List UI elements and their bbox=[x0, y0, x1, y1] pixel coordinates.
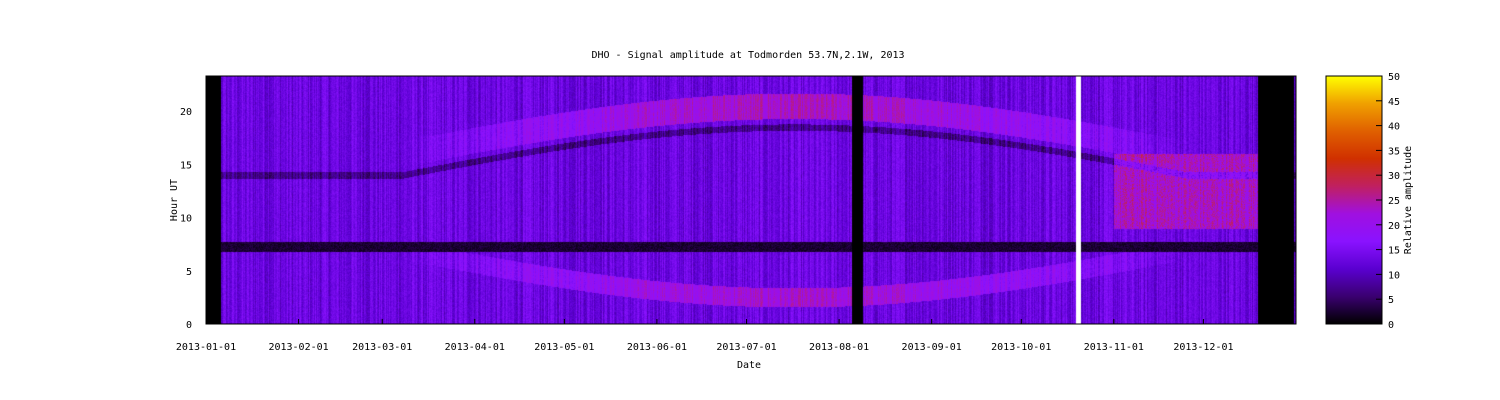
colorbar-tick-label: 0 bbox=[1388, 320, 1394, 331]
colorbar-tick-label: 45 bbox=[1388, 97, 1400, 108]
x-tick-label: 2013-06-01 bbox=[627, 342, 687, 353]
y-tick-label: 15 bbox=[180, 160, 192, 171]
colorbar-tick-label: 20 bbox=[1388, 221, 1400, 232]
colorbar-tick-label: 40 bbox=[1388, 122, 1400, 133]
x-tick-label: 2013-07-01 bbox=[716, 342, 776, 353]
x-tick-label: 2013-12-01 bbox=[1173, 342, 1233, 353]
colorbar-label: Relative amplitude bbox=[1403, 146, 1414, 254]
x-tick-label: 2013-11-01 bbox=[1084, 342, 1144, 353]
y-tick-label: 10 bbox=[180, 214, 192, 225]
plot-frame bbox=[205, 75, 1297, 325]
x-axis: 2013-01-01 2013-02-01 2013-03-01 2013-04-01… bbox=[176, 319, 1234, 353]
colorbar-tick-label: 5 bbox=[1388, 295, 1394, 306]
x-tick-label: 2013-02-01 bbox=[268, 342, 328, 353]
colorbar-tick-label: 10 bbox=[1388, 270, 1400, 281]
colorbar bbox=[1325, 75, 1383, 325]
y-tick-label: 0 bbox=[186, 320, 192, 331]
x-tick-label: 2013-10-01 bbox=[991, 342, 1051, 353]
x-tick-label: 2013-01-01 bbox=[176, 342, 236, 353]
y-axis-label: Hour UT bbox=[169, 179, 180, 221]
heatmap-raster bbox=[206, 76, 1296, 324]
colorbar-axis: 0 5 10 15 20 25 30 35 40 45 50 bbox=[1376, 72, 1400, 331]
x-tick-label: 2013-04-01 bbox=[445, 342, 505, 353]
colorbar-tick-label: 15 bbox=[1388, 246, 1400, 257]
colorbar-tick-label: 50 bbox=[1388, 72, 1400, 83]
x-tick-label: 2013-08-01 bbox=[809, 342, 869, 353]
chart-title: DHO - Signal amplitude at Todmorden 53.7… bbox=[591, 50, 904, 61]
y-tick-label: 5 bbox=[186, 267, 192, 278]
heatmap bbox=[206, 76, 1296, 324]
x-axis-label: Date bbox=[737, 360, 761, 371]
x-tick-label: 2013-05-01 bbox=[534, 342, 594, 353]
y-tick-label: 20 bbox=[180, 107, 192, 118]
x-tick-label: 2013-03-01 bbox=[352, 342, 412, 353]
colorbar-tick-label: 25 bbox=[1388, 196, 1400, 207]
colorbar-tick-label: 35 bbox=[1388, 146, 1400, 157]
x-tick-label: 2013-09-01 bbox=[902, 342, 962, 353]
colorbar-tick-label: 30 bbox=[1388, 171, 1400, 182]
y-axis: 0 5 10 15 20 bbox=[180, 107, 211, 331]
